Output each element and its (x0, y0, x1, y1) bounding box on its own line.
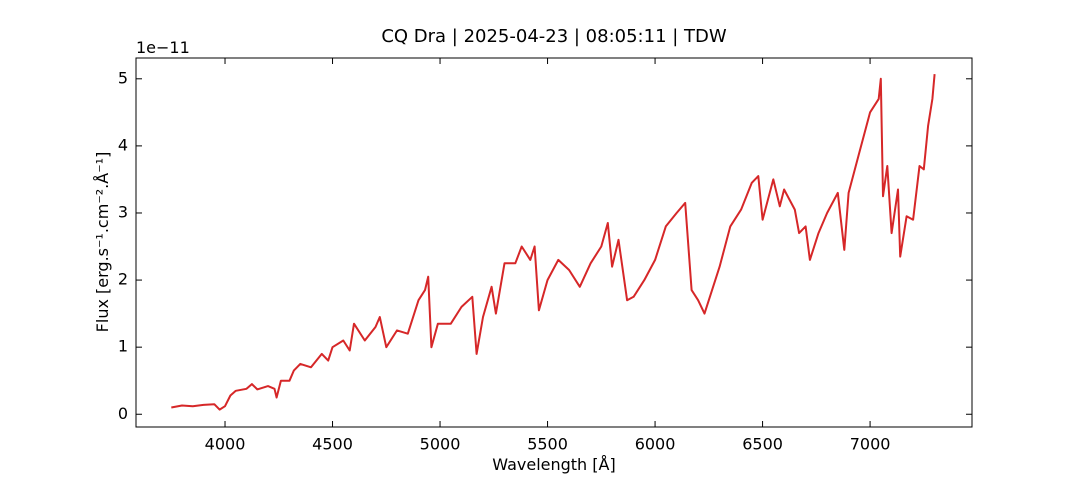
y-tick-label: 0 (118, 404, 128, 423)
x-tick-label: 6500 (742, 435, 783, 454)
x-tick-label: 7000 (850, 435, 891, 454)
x-axis-label: Wavelength [Å] (492, 455, 615, 474)
x-tick-label: 5000 (420, 435, 461, 454)
x-tick-label: 6000 (635, 435, 676, 454)
x-tick-label: 5500 (527, 435, 568, 454)
y-axis-label: Flux [erg.s⁻¹.cm⁻².Å⁻¹] (93, 152, 112, 333)
y-offset-label: 1e−11 (136, 38, 190, 57)
y-tick-label: 4 (118, 135, 128, 154)
y-tick-label: 5 (118, 68, 128, 87)
plot-frame (135, 57, 973, 428)
spectrum-line (171, 74, 936, 411)
y-tick-label: 1 (118, 337, 128, 356)
chart-title: CQ Dra | 2025-04-23 | 08:05:11 | TDW (381, 26, 727, 47)
y-tick-label: 3 (118, 202, 128, 221)
y-tick-label: 2 (118, 270, 128, 289)
x-tick-label: 4500 (312, 435, 353, 454)
x-tick-label: 4000 (205, 435, 246, 454)
